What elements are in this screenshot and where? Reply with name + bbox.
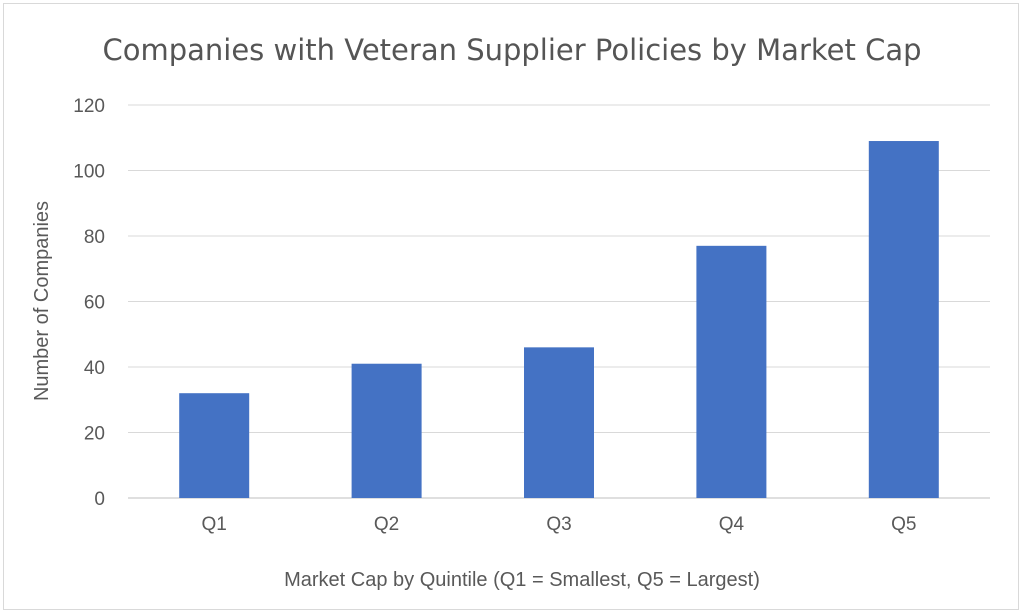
y-tick-label: 0 bbox=[94, 489, 105, 510]
gridlines bbox=[128, 104, 990, 499]
x-tick-label: Q3 bbox=[546, 514, 571, 535]
chart-title: Companies with Veteran Supplier Policies… bbox=[102, 33, 921, 67]
bar-q3 bbox=[524, 347, 594, 498]
y-tick-label: 60 bbox=[84, 293, 105, 314]
y-tick-label: 20 bbox=[84, 424, 105, 445]
y-tick-label: 100 bbox=[73, 162, 105, 183]
x-tick-label: Q4 bbox=[719, 514, 745, 535]
bar-q5 bbox=[868, 141, 939, 498]
x-tick-label: Q5 bbox=[891, 514, 916, 535]
bar-q2 bbox=[351, 363, 422, 498]
y-tick-label: 40 bbox=[84, 358, 105, 379]
chart-frame bbox=[3, 3, 1019, 610]
x-axis-ticks: Q1 Q2 Q3 Q4 Q5 bbox=[202, 514, 917, 535]
bars bbox=[179, 141, 939, 498]
x-tick-label: Q2 bbox=[374, 514, 399, 535]
y-axis-label: Number of Companies bbox=[31, 201, 53, 401]
y-tick-label: 80 bbox=[84, 227, 105, 248]
x-axis-label: Market Cap by Quintile (Q1 = Smallest, Q… bbox=[284, 569, 760, 591]
bar-q4 bbox=[696, 245, 767, 498]
y-tick-label: 120 bbox=[73, 96, 105, 117]
x-tick-label: Q1 bbox=[202, 514, 227, 535]
y-axis-ticks: 0 20 40 60 80 100 120 bbox=[73, 96, 105, 510]
bar-q1 bbox=[179, 393, 250, 498]
